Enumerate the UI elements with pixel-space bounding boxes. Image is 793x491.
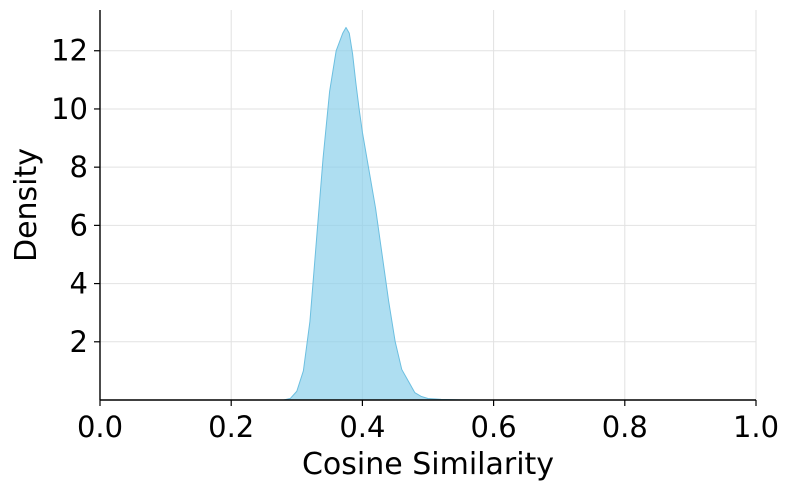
grid bbox=[99, 10, 757, 400]
y-tick-label-0: 2 bbox=[70, 325, 88, 359]
x-tick-label-5: 1.0 bbox=[733, 410, 779, 444]
y-tick-label-3: 8 bbox=[70, 150, 88, 184]
x-tick-label-1: 0.2 bbox=[208, 410, 254, 444]
density-area-0 bbox=[283, 26, 481, 401]
x-tick-label-2: 0.4 bbox=[339, 410, 385, 444]
y-axis-label: Density bbox=[9, 148, 44, 262]
x-tick-label-4: 0.8 bbox=[602, 410, 648, 444]
y-axis-ticks: 2 4 6 8 10 12 bbox=[51, 34, 100, 359]
y-tick-label-1: 4 bbox=[70, 267, 88, 301]
y-tick-label-4: 10 bbox=[51, 92, 88, 126]
axes bbox=[99, 10, 756, 401]
y-tick-label-5: 12 bbox=[51, 34, 88, 68]
x-tick-label-3: 0.6 bbox=[471, 410, 517, 444]
x-axis-label: Cosine Similarity bbox=[302, 447, 554, 482]
x-axis-ticks: 0.0 0.2 0.4 0.6 0.8 1.0 bbox=[77, 400, 779, 444]
density-series bbox=[283, 26, 481, 401]
y-tick-label-2: 6 bbox=[70, 208, 88, 242]
x-tick-label-0: 0.0 bbox=[77, 410, 123, 444]
